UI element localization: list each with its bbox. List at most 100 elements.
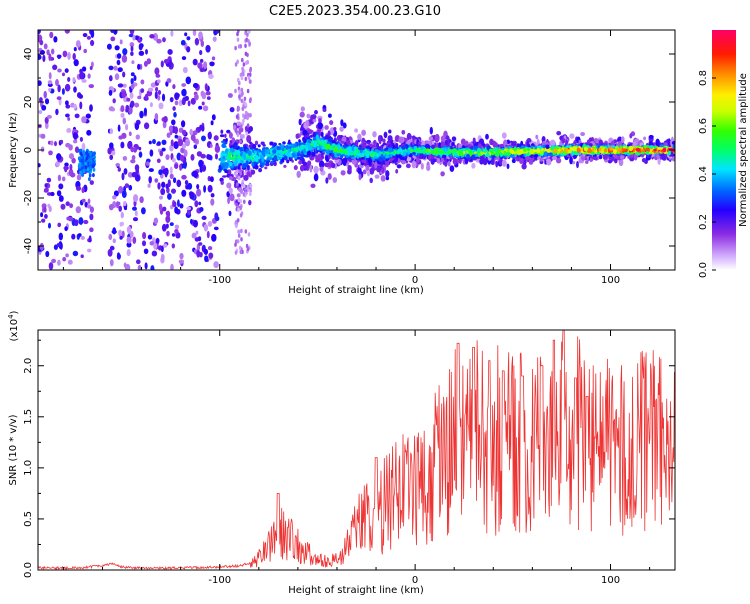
spectrogram-cell [128, 184, 133, 191]
spectrogram-cell [119, 39, 123, 45]
spectrogram-cell [401, 129, 406, 135]
spectrogram-cell [298, 139, 301, 143]
spectrogram-cell [81, 187, 85, 194]
spectrogram-cell [152, 139, 156, 145]
spectrogram-cell [390, 157, 394, 161]
spectrogram-cell [120, 211, 125, 219]
spectrogram-cell [458, 150, 462, 156]
spectrogram-cell [118, 229, 122, 237]
spectrogram-cell [45, 250, 50, 258]
spectrogram-cell [116, 252, 121, 259]
spectrogram-cell [210, 120, 214, 126]
spectrogram-cell [203, 248, 209, 255]
spectrogram-cell [157, 182, 161, 190]
spectrogram-cell [189, 128, 193, 136]
spectrogram-cell [223, 151, 226, 155]
spectrogram-cell [63, 165, 69, 171]
spectrogram-cell [147, 87, 154, 92]
spectrogram-cell [71, 157, 76, 164]
spectrogram-cell [122, 48, 128, 56]
spectrogram-cell [240, 75, 244, 81]
spectrogram-cell [328, 154, 331, 160]
spectrogram-cell [50, 140, 54, 146]
spectrogram-cell [81, 142, 86, 151]
spectrogram-cell [296, 152, 300, 157]
spectrogram-cell [46, 114, 52, 119]
spectrogram-cell [645, 147, 650, 153]
spectrogram-cell [120, 141, 125, 149]
spectrogram-cell [284, 149, 289, 153]
spectrogram-cell [65, 113, 70, 118]
spectrogram-cell [444, 158, 448, 167]
spectrogram-cell [369, 167, 375, 175]
spectrogram-cell [143, 122, 150, 130]
spectrogram-cell [149, 241, 155, 246]
spectrogram-cell [253, 150, 257, 153]
spectrogram-cell [90, 39, 95, 47]
spectrogram-cell [186, 46, 191, 53]
spectrogram-cell [635, 147, 641, 152]
spectrogram-cell [501, 132, 507, 139]
spectrogram-cell [58, 195, 64, 202]
spectrogram-cell [111, 150, 116, 156]
spectrogram-cell [398, 136, 404, 144]
spectrogram-cell [270, 160, 274, 164]
spectrogram-cell [86, 204, 92, 209]
spectrogram-cell [247, 232, 251, 237]
spectrogram-cell [82, 33, 88, 38]
spectrogram-cell [137, 95, 142, 100]
spectrogram-cell [171, 233, 176, 237]
spectrogram-cell [237, 44, 241, 49]
spectrogram-cell [207, 246, 213, 251]
spectrogram-cell [586, 147, 592, 154]
spectrogram-cell [249, 188, 252, 193]
spectrogram-cell [227, 93, 233, 98]
spectrogram-cell [249, 68, 252, 73]
spectrogram-cell [160, 60, 164, 68]
spectrogram-cell [163, 115, 168, 123]
spectrogram-cell [293, 165, 298, 171]
spectrogram-cell [667, 138, 671, 145]
spectrogram-cell [130, 159, 136, 164]
spectrogram-cell [132, 206, 137, 211]
spectrogram-cell [48, 150, 53, 156]
spectrogram-cell [245, 148, 249, 154]
spectrogram-cell [521, 163, 527, 170]
spectrogram-cell [259, 162, 264, 166]
spectrogram-cell [192, 30, 197, 37]
spectrogram-cell [196, 183, 200, 190]
spectrogram-cell [130, 72, 135, 77]
spectrogram-cell [179, 203, 184, 209]
spectrogram-cell [106, 43, 112, 50]
spectrogram-cell [234, 145, 239, 149]
spectrogram-cell [365, 164, 370, 171]
spectrogram-cell [65, 201, 70, 207]
spectrogram-cell [137, 264, 142, 270]
spectrogram-cell [181, 56, 187, 61]
spectrogram-cell [411, 160, 417, 169]
spectrogram-cell [242, 160, 247, 164]
spectrogram-cell [226, 156, 230, 160]
spectrogram-cell [209, 176, 214, 183]
spectrogram-cell [419, 153, 424, 158]
spectrogram-cell [525, 155, 530, 161]
spectrogram-cell [123, 206, 128, 211]
spectrogram-cell [56, 190, 62, 197]
spectrogram-cell [59, 242, 63, 250]
spectrogram-cell [222, 175, 227, 178]
spectrogram-cell [612, 148, 617, 155]
spectrogram-cell [506, 163, 510, 170]
spectrogram-cell [545, 144, 550, 150]
spectrogram-cell [440, 171, 445, 177]
spectrogram-cell [161, 139, 167, 145]
spectrogram-cell [43, 206, 47, 213]
spectrogram-cell [215, 216, 220, 222]
spectrogram-cell [255, 154, 259, 160]
spectrogram-cell [248, 141, 252, 144]
spectrogram-cell [526, 140, 530, 149]
spectrogram-cell [578, 152, 582, 156]
spectrogram-cell [201, 125, 205, 132]
spectrogram-cell [111, 229, 117, 234]
spectrogram-cell [119, 235, 123, 240]
spectrogram-cell [180, 39, 186, 46]
